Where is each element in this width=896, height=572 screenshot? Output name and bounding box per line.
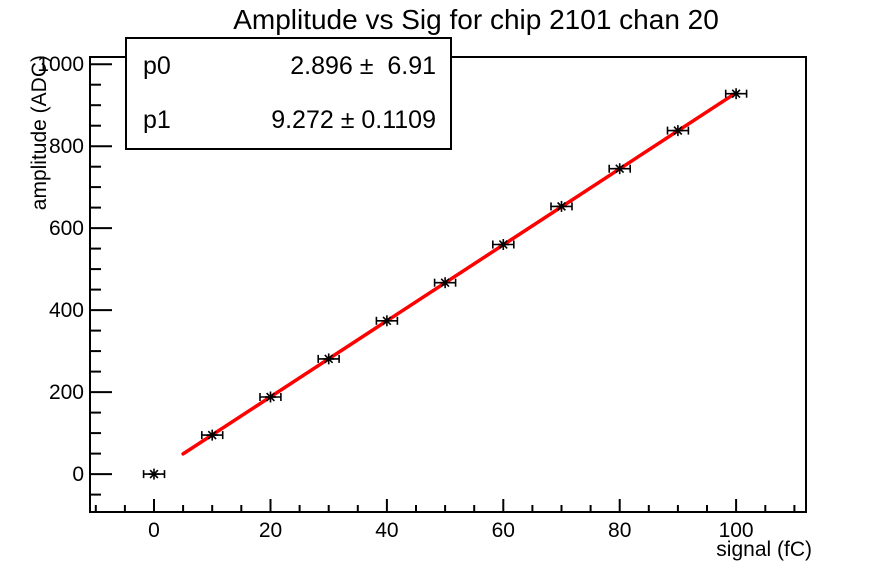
svg-text:40: 40 — [375, 519, 398, 542]
svg-text:400: 400 — [49, 299, 84, 322]
svg-text:800: 800 — [49, 135, 84, 158]
marker — [201, 429, 224, 441]
fit-line — [181, 91, 738, 456]
x-axis-ticks — [94, 499, 796, 512]
marker — [259, 391, 282, 403]
y-tick-labels: 0 200 400 600 800 1000 — [37, 53, 84, 486]
x-axis-title: signal (fC) — [716, 538, 812, 561]
marker — [724, 88, 748, 100]
stats-row-p0: p0 2.896 ± 6.91 — [127, 51, 450, 80]
marker — [375, 315, 399, 327]
marker — [142, 468, 166, 480]
svg-text:0: 0 — [148, 519, 160, 542]
svg-text:600: 600 — [49, 217, 84, 240]
marker — [608, 163, 632, 175]
chart-title: Amplitude vs Sig for chip 2101 chan 20 — [233, 4, 719, 35]
marker — [550, 200, 573, 212]
param-value-p0: 2.896 ± 6.91 — [290, 51, 436, 80]
param-value-p1: 9.272 ± 0.1109 — [271, 106, 436, 135]
marker — [666, 125, 690, 137]
marker — [317, 353, 340, 365]
svg-text:100: 100 — [719, 519, 754, 542]
param-name-p0: p0 — [143, 51, 171, 80]
svg-text:200: 200 — [49, 381, 84, 404]
y-axis-title: amplitude (ADC) — [28, 55, 51, 210]
x-tick-labels: 0 20 40 60 80 100 — [148, 519, 753, 542]
param-name-p1: p1 — [143, 106, 171, 135]
svg-text:1000: 1000 — [37, 53, 84, 76]
fit-stats-box: p0 2.896 ± 6.91 p1 9.272 ± 0.1109 — [125, 37, 452, 150]
marker — [433, 277, 457, 289]
svg-text:60: 60 — [492, 519, 515, 542]
data-points — [142, 88, 748, 480]
stats-row-p1: p1 9.272 ± 0.1109 — [127, 108, 450, 133]
svg-text:0: 0 — [72, 463, 84, 486]
svg-text:20: 20 — [259, 519, 282, 542]
svg-text:80: 80 — [608, 519, 631, 542]
y-axis-ticks — [90, 63, 112, 496]
marker — [491, 239, 515, 250]
